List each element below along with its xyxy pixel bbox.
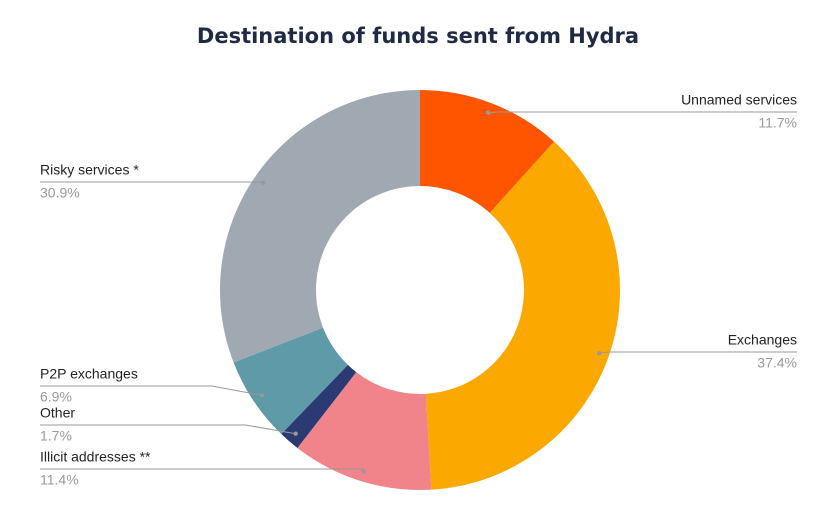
- donut-slice: [233, 327, 348, 435]
- leader-dot: [596, 351, 602, 356]
- label-value: 1.7%: [40, 428, 72, 444]
- leader-dot: [361, 469, 366, 474]
- leader-line: [40, 424, 296, 435]
- label-value: 37.4%: [757, 355, 797, 371]
- label-value: 30.9%: [40, 185, 80, 201]
- leader-dot: [486, 110, 491, 115]
- donut-slice: [420, 90, 555, 213]
- leader-line: [40, 468, 365, 472]
- donut-slice: [297, 372, 432, 490]
- donut-slice: [220, 90, 420, 363]
- leader-dot: [293, 431, 298, 436]
- leader-line: [40, 181, 264, 183]
- leader-line: [40, 385, 262, 396]
- leader-line: [599, 351, 797, 354]
- label-value: 11.7%: [758, 115, 797, 131]
- donut-slice: [281, 364, 357, 449]
- label-name: Illicit addresses **: [40, 449, 151, 465]
- label-name: Other: [40, 405, 75, 421]
- label-name: Unnamed services: [681, 92, 797, 108]
- label-value: 6.9%: [40, 389, 72, 405]
- label-value: 11.4%: [40, 472, 79, 488]
- leader-dot: [260, 180, 266, 185]
- donut-slice: [425, 141, 620, 490]
- leader-dot: [259, 393, 265, 398]
- chart-title: Destination of funds sent from Hydra: [197, 24, 639, 48]
- leader-line: [488, 111, 797, 114]
- label-name: P2P exchanges: [40, 366, 138, 382]
- label-name: Exchanges: [728, 332, 797, 348]
- label-name: Risky services *: [40, 162, 139, 178]
